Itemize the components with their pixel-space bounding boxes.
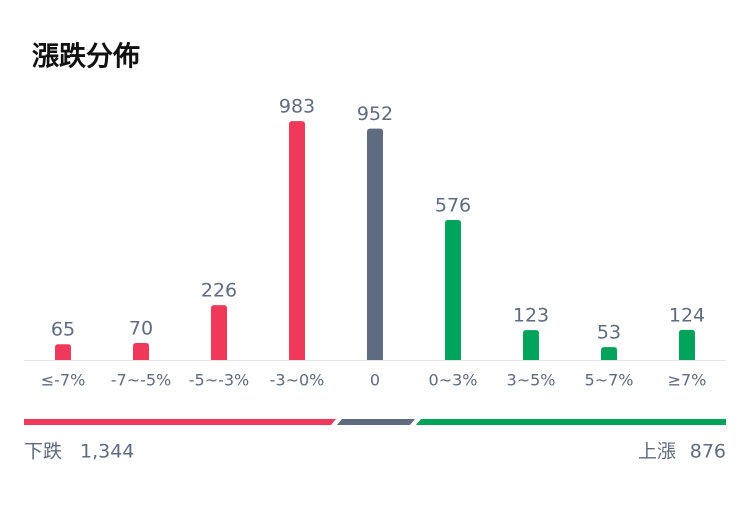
value-label: 65 <box>51 319 75 341</box>
value-label: 124 <box>669 304 705 326</box>
bar <box>211 305 227 360</box>
value-label: 952 <box>357 103 393 125</box>
x-tick-label: 0 <box>370 371 380 390</box>
value-label: 70 <box>129 317 153 339</box>
down-segment <box>24 419 336 425</box>
down-label: 下跌 <box>24 441 62 463</box>
value-label: 983 <box>279 96 315 118</box>
x-tick-label: -7~-5% <box>111 371 172 390</box>
x-tick-label: -3~0% <box>270 371 325 390</box>
x-tick-label: ≥7% <box>668 371 707 390</box>
up-label: 上漲 <box>638 441 676 463</box>
value-label: 123 <box>513 305 549 327</box>
x-tick-label: -5~-3% <box>189 371 250 390</box>
bar <box>679 329 695 360</box>
x-tick-label: 3~5% <box>507 371 556 390</box>
bar <box>55 344 71 360</box>
x-tick-label: 5~7% <box>585 371 634 390</box>
value-label: 226 <box>201 280 237 302</box>
chart-title: 漲跌分佈 <box>32 41 140 73</box>
down-count: 1,344 <box>80 441 134 463</box>
value-label: 53 <box>597 322 621 344</box>
flat-segment <box>337 419 415 425</box>
bar <box>133 342 149 360</box>
x-tick-label: ≤-7% <box>41 371 86 390</box>
bar <box>445 220 461 360</box>
up-segment <box>416 419 726 425</box>
bar <box>523 330 539 360</box>
bar <box>601 347 617 360</box>
x-tick-label: 0~3% <box>429 371 478 390</box>
bar <box>289 121 305 360</box>
up-count: 876 <box>690 441 726 463</box>
value-label: 576 <box>435 195 471 217</box>
bar <box>367 128 383 360</box>
